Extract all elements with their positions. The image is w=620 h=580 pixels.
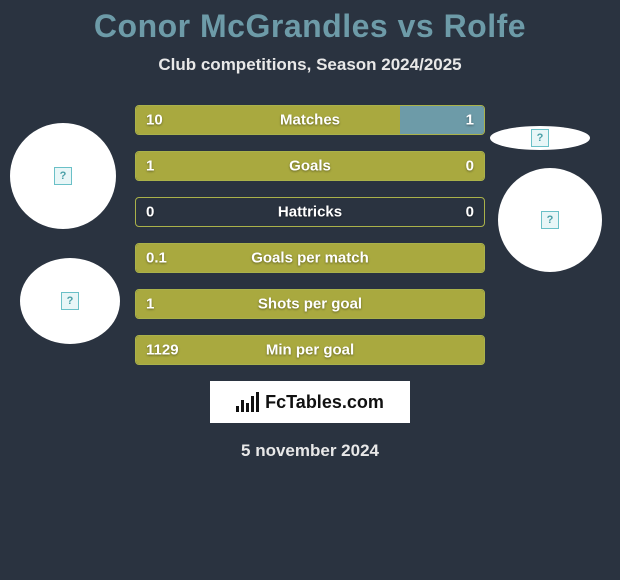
stat-row: 10 Matches 1 (135, 105, 485, 135)
avatar-right_bottom (498, 168, 602, 272)
placeholder-icon (54, 167, 72, 185)
stat-value-left: 1129 (146, 342, 179, 359)
stat-label: Matches (280, 112, 340, 129)
stat-value-left: 1 (146, 296, 154, 313)
stat-value-right: 0 (466, 158, 474, 175)
placeholder-icon (61, 292, 79, 310)
logo-bars-icon (236, 392, 259, 412)
stat-row: 0.1 Goals per match (135, 243, 485, 273)
subtitle: Club competitions, Season 2024/2025 (0, 55, 620, 75)
stat-row: 1 Goals 0 (135, 151, 485, 181)
footer-logo: FcTables.com (210, 381, 410, 423)
stat-value-left: 0.1 (146, 250, 167, 267)
stat-label: Hattricks (278, 204, 342, 221)
stats-container: 10 Matches 1 1 Goals 0 0 Hattricks 0 0.1 Goals per… (135, 105, 485, 365)
logo-text: FcTables.com (265, 392, 384, 413)
avatar-left_bottom (20, 258, 120, 344)
stat-label: Min per goal (266, 342, 354, 359)
footer-date: 5 november 2024 (0, 441, 620, 461)
stat-value-left: 10 (146, 112, 163, 129)
stat-label: Shots per goal (258, 296, 362, 313)
stat-row: 0 Hattricks 0 (135, 197, 485, 227)
player2-name: Rolfe (444, 8, 527, 44)
stat-value-left: 0 (146, 204, 154, 221)
vs-text: vs (398, 8, 435, 44)
stat-value-left: 1 (146, 158, 154, 175)
avatar-right_top (490, 126, 590, 150)
stat-label: Goals per match (251, 250, 369, 267)
stat-value-right: 1 (466, 112, 474, 129)
avatar-left_top (10, 123, 116, 229)
placeholder-icon (541, 211, 559, 229)
stat-row: 1 Shots per goal (135, 289, 485, 319)
stat-row: 1129 Min per goal (135, 335, 485, 365)
stat-value-right: 0 (466, 204, 474, 221)
placeholder-icon (531, 129, 549, 147)
stat-fill-left (136, 106, 400, 134)
player1-name: Conor McGrandles (94, 8, 388, 44)
page-title: Conor McGrandles vs Rolfe (0, 0, 620, 45)
stat-label: Goals (289, 158, 331, 175)
